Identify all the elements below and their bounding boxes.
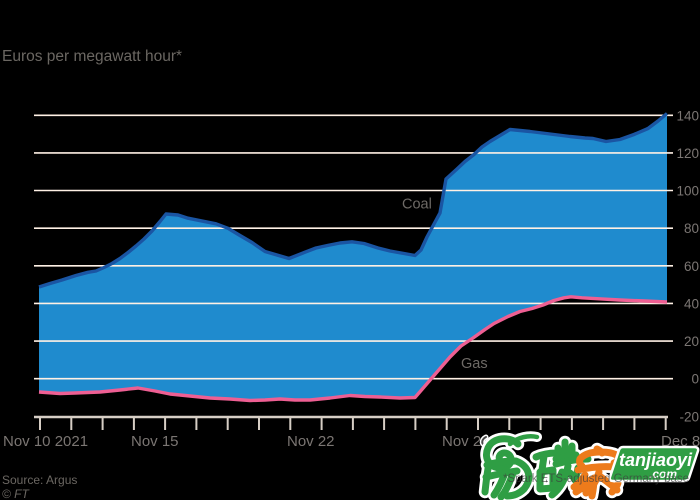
svg-text:60: 60 [684, 259, 699, 274]
svg-text:-20: -20 [679, 409, 699, 424]
svg-text:© FT: © FT [2, 487, 31, 500]
svg-text:Coal: Coal [402, 197, 432, 213]
svg-text:.com: .com [649, 467, 677, 481]
svg-text:0: 0 [691, 372, 699, 387]
svg-text:Nov 10 2021: Nov 10 2021 [3, 433, 88, 450]
svg-text:80: 80 [684, 221, 699, 236]
svg-text:Nov 15: Nov 15 [131, 433, 179, 450]
svg-text:tanjiaoyi: tanjiaoyi [619, 450, 693, 470]
svg-text:Nov 22: Nov 22 [287, 433, 335, 450]
svg-text:Euros per megawatt hour*: Euros per megawatt hour* [2, 48, 182, 65]
svg-text:Nov 29: Nov 29 [442, 433, 490, 450]
svg-text:*Spark ETS-adjusted Germany ba: *Spark ETS-adjusted Germany base [503, 473, 689, 485]
svg-text:Gas: Gas [461, 356, 488, 372]
svg-text:Source: Argus: Source: Argus [2, 473, 77, 487]
svg-text:140: 140 [676, 108, 699, 123]
svg-text:20: 20 [684, 334, 699, 349]
svg-text:100: 100 [676, 184, 699, 199]
svg-text:40: 40 [684, 296, 699, 311]
svg-text:120: 120 [676, 146, 699, 161]
